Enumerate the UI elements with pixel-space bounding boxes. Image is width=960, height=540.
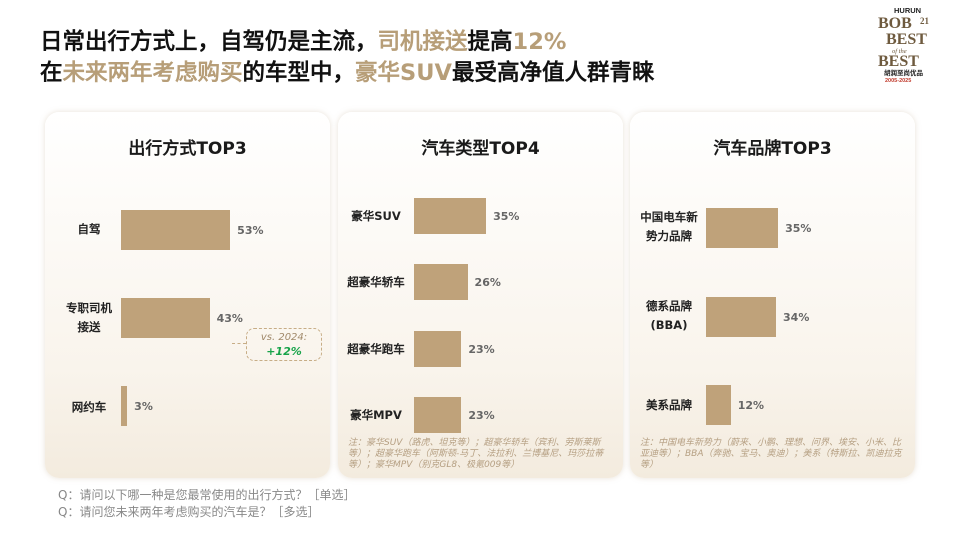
card-title: 汽车品牌TOP3: [713, 139, 832, 159]
category-label: 超豪华跑车: [347, 342, 405, 356]
bar-value-label: 34%: [783, 311, 810, 324]
bar-value-label: 26%: [474, 276, 501, 289]
bar-value-label: 23%: [468, 343, 495, 356]
survey-question: Q：请问以下哪一种是您最常使用的出行方式？［单选］: [58, 488, 356, 502]
headline-line-1: 日常出行方式上，自驾仍是主流，司机接送提高12%: [40, 27, 654, 58]
headline-text: 最受高净值人群青睐: [451, 60, 655, 86]
bar-value-label: 23%: [468, 409, 495, 422]
hurun-bob-logo: HURUN BOB 21 BEST of the BEST 胡润至尚优品 200…: [878, 6, 930, 84]
card-car-brand: 汽车品牌TOP3 中国电车新 势力品牌 德系品牌 (BBA) 美系品牌 35% …: [630, 112, 915, 478]
logo-cn: 胡润至尚优品: [884, 68, 924, 77]
callout-connector: [232, 343, 246, 344]
headline-text: 在: [40, 60, 63, 86]
headline-highlight: 12%: [512, 29, 567, 55]
bar-value-label: 3%: [134, 400, 153, 413]
yoy-callout: vs. 2024: +12%: [246, 328, 322, 361]
bar: [414, 198, 487, 234]
bar: [414, 397, 462, 433]
callout-value: +12%: [266, 345, 302, 358]
bar-value-label: 43%: [216, 312, 243, 325]
logo-hurun: HURUN: [894, 6, 921, 15]
bar-value-label: 53%: [237, 224, 264, 237]
bar: [121, 210, 231, 250]
headline-text: 日常出行方式上，自驾仍是主流，: [40, 29, 378, 55]
category-label: 超豪华轿车: [347, 275, 405, 289]
headline-highlight: 司机接送: [377, 29, 468, 55]
bar: [121, 298, 210, 338]
category-label: 德系品牌 (BBA): [646, 299, 692, 332]
logo-number: 21: [920, 16, 930, 26]
headline: 日常出行方式上，自驾仍是主流，司机接送提高12% 在未来两年考虑购买的车型中，豪…: [40, 27, 654, 89]
bar-value-label: 12%: [737, 399, 765, 412]
headline-highlight: 豪华SUV: [355, 60, 452, 86]
bar: [706, 385, 731, 425]
bar: [414, 331, 462, 367]
callout-label: vs. 2024:: [260, 332, 308, 343]
bar: [414, 264, 468, 300]
card-travel-mode: 出行方式TOP3 自驾 专职司机 接送 网约车 53% 43% 3%: [45, 112, 330, 478]
bar: [706, 208, 779, 248]
headline-highlight: 未来两年考虑购买: [62, 60, 243, 86]
category-label: 网约车: [71, 400, 107, 414]
bar: [706, 297, 777, 337]
headline-text: 提高: [467, 29, 513, 55]
card-car-type: 汽车类型TOP4 豪华SUV 超豪华轿车 超豪华跑车 豪华MPV 35% 26%…: [338, 112, 623, 478]
category-label: 美系品牌: [646, 398, 692, 412]
logo-of-the: of the: [892, 48, 907, 55]
logo-years: 2005-2025: [885, 78, 911, 84]
logo-best-2: BEST: [878, 53, 919, 70]
bar-value-label: 35%: [785, 222, 812, 235]
card-title: 汽车类型TOP4: [421, 139, 540, 159]
footnote: 注：中国电车新势力（蔚来、小鹏、理想、问界、埃安、小米、比亚迪等）；BBA（奔驰…: [640, 438, 902, 470]
category-label: 自驾: [77, 222, 101, 236]
logo-bob: BOB: [878, 15, 912, 32]
logo-best-1: BEST: [886, 31, 927, 48]
card-title: 出行方式TOP3: [128, 139, 247, 159]
category-label: 中国电车新 势力品牌: [640, 210, 698, 243]
bar: [121, 386, 128, 426]
headline-line-2: 在未来两年考虑购买的车型中，豪华SUV最受高净值人群青睐: [40, 58, 654, 89]
footnote: 注：豪华SUV（路虎、坦克等）；超豪华轿车（宾利、劳斯莱斯等）；超豪华跑车（阿斯…: [348, 438, 604, 470]
bar-value-label: 35%: [493, 210, 520, 223]
survey-question: Q：请问您未来两年考虑购买的汽车是？［多选］: [58, 505, 320, 519]
headline-text: 的车型中，: [242, 60, 356, 86]
category-label: 豪华MPV: [350, 408, 402, 422]
category-label: 专职司机 接送: [66, 301, 112, 334]
category-label: 豪华SUV: [351, 209, 401, 223]
